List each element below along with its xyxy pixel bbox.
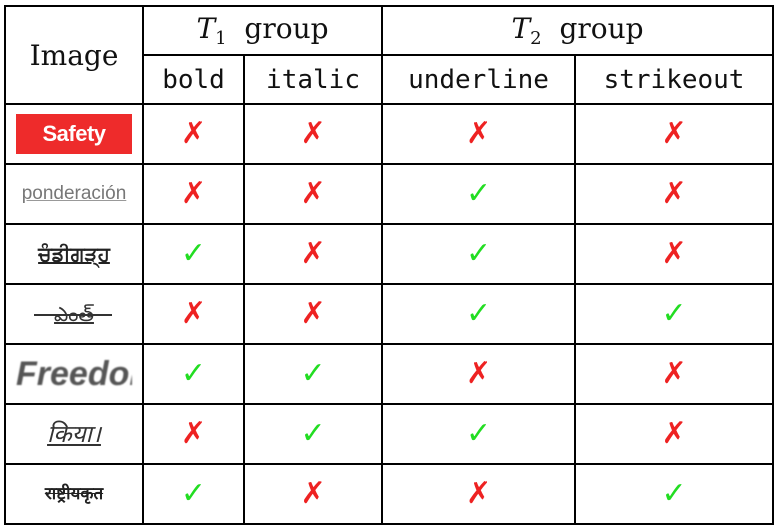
mark-icon: ✓ bbox=[300, 416, 326, 451]
mark-icon: ✗ bbox=[465, 116, 492, 151]
strikeout-cell: ✓ bbox=[574, 463, 775, 525]
header-row-columns: bold italic underline strikeout bbox=[5, 54, 775, 105]
word-image-rashtriyakrit: राष्ट्रीयकृत bbox=[44, 484, 104, 504]
bold-cell: ✓ bbox=[142, 463, 245, 525]
mark-icon: ✗ bbox=[465, 356, 492, 391]
underline-cell: ✓ bbox=[381, 223, 577, 285]
mark-icon: ✗ bbox=[180, 296, 207, 331]
strikeout-cell: ✗ bbox=[574, 343, 775, 405]
header-row-groups: Image T1 group T2 group bbox=[4, 5, 775, 105]
column-header-underline: underline bbox=[381, 54, 577, 105]
word-image-telugu: ఎంత్ bbox=[16, 294, 132, 334]
underline-cell: ✓ bbox=[381, 403, 577, 465]
table-row: किया। ✗ ✓ ✓ ✗ bbox=[4, 403, 775, 465]
mark-icon: ✓ bbox=[661, 296, 687, 331]
mark-icon: ✓ bbox=[465, 296, 492, 331]
mark-icon: ✗ bbox=[180, 176, 207, 211]
italic-cell: ✗ bbox=[242, 283, 384, 345]
mark-icon: ✗ bbox=[300, 176, 326, 211]
strikeout-cell: ✗ bbox=[574, 403, 775, 465]
underline-cell: ✗ bbox=[381, 103, 577, 165]
table-row: Safety ✗ ✗ ✗ ✗ bbox=[4, 103, 775, 165]
bold-cell: ✗ bbox=[142, 283, 245, 345]
word-image-ponderacion: ponderación bbox=[21, 183, 127, 204]
bold-cell: ✗ bbox=[142, 103, 245, 165]
italic-cell: ✗ bbox=[242, 103, 384, 165]
column-header-strikeout: strikeout bbox=[574, 54, 775, 105]
italic-cell: ✗ bbox=[242, 223, 384, 285]
table-row: ponderación ✗ ✗ ✓ ✗ bbox=[4, 163, 775, 225]
mark-icon: ✗ bbox=[300, 476, 326, 511]
table-row: राष्ट्रीयकृत ✓ ✗ ✗ ✓ bbox=[4, 463, 775, 525]
image-cell: राष्ट्रीयकृत bbox=[4, 463, 144, 525]
mark-icon: ✗ bbox=[661, 236, 687, 271]
mark-icon: ✗ bbox=[661, 116, 687, 151]
italic-cell: ✗ bbox=[242, 463, 384, 525]
image-cell: ఎంత్ bbox=[4, 283, 144, 345]
t2-group-header: T2 group bbox=[381, 5, 775, 56]
word-image-kiya: किया। bbox=[47, 420, 101, 448]
bold-cell: ✗ bbox=[142, 403, 245, 465]
strikeout-cell: ✗ bbox=[574, 103, 775, 165]
strikeout-cell: ✗ bbox=[574, 223, 775, 285]
mark-icon: ✗ bbox=[300, 236, 326, 271]
mark-icon: ✓ bbox=[180, 356, 207, 391]
underline-cell: ✗ bbox=[381, 463, 577, 525]
mark-icon: ✗ bbox=[661, 176, 687, 211]
mark-icon: ✓ bbox=[465, 236, 492, 271]
image-cell: ponderación bbox=[4, 163, 144, 225]
word-image-safety: Safety bbox=[16, 114, 132, 154]
underline-cell: ✗ bbox=[381, 343, 577, 405]
t1-group-header: T1 group bbox=[141, 5, 384, 56]
underline-cell: ✓ bbox=[381, 283, 577, 345]
column-header-italic: italic bbox=[242, 54, 384, 105]
italic-cell: ✓ bbox=[242, 403, 384, 465]
bold-cell: ✓ bbox=[142, 223, 245, 285]
image-cell: Safety bbox=[4, 103, 144, 165]
column-header-bold: bold bbox=[142, 54, 245, 105]
mark-icon: ✓ bbox=[465, 416, 492, 451]
mark-icon: ✗ bbox=[661, 356, 687, 391]
italic-cell: ✓ bbox=[242, 343, 384, 405]
image-cell: Freedom bbox=[4, 343, 144, 405]
image-cell: किया। bbox=[4, 403, 144, 465]
mark-icon: ✓ bbox=[180, 236, 207, 271]
italic-cell: ✗ bbox=[242, 163, 384, 225]
image-cell: ਚੰਡੀਗੜ੍ਹ bbox=[4, 223, 144, 285]
mark-icon: ✗ bbox=[180, 416, 207, 451]
mark-icon: ✗ bbox=[465, 476, 492, 511]
table-row: ਚੰਡੀਗੜ੍ਹ ✓ ✗ ✓ ✗ bbox=[4, 223, 775, 285]
strikeout-cell: ✗ bbox=[574, 163, 775, 225]
table-row: Freedom ✓ ✓ ✗ ✗ bbox=[4, 343, 775, 405]
mark-icon: ✓ bbox=[180, 476, 207, 511]
mark-icon: ✗ bbox=[180, 116, 207, 151]
strikeout-cell: ✓ bbox=[574, 283, 775, 345]
bold-cell: ✗ bbox=[142, 163, 245, 225]
word-image-chandigarh: ਚੰਡੀਗੜ੍ਹ bbox=[38, 242, 110, 266]
mark-icon: ✗ bbox=[300, 296, 326, 331]
image-column-header: Image bbox=[4, 5, 144, 105]
mark-icon: ✓ bbox=[300, 356, 326, 391]
attribute-table: Image T1 group T2 group bold italic unde… bbox=[4, 5, 775, 525]
mark-icon: ✓ bbox=[661, 476, 687, 511]
word-image-freedom: Freedom bbox=[16, 355, 132, 393]
mark-icon: ✓ bbox=[465, 176, 492, 211]
table-row: ఎంత్ ✗ ✗ ✓ ✓ bbox=[4, 283, 775, 345]
bold-cell: ✓ bbox=[142, 343, 245, 405]
underline-cell: ✓ bbox=[381, 163, 577, 225]
mark-icon: ✗ bbox=[300, 116, 326, 151]
mark-icon: ✗ bbox=[661, 416, 687, 451]
